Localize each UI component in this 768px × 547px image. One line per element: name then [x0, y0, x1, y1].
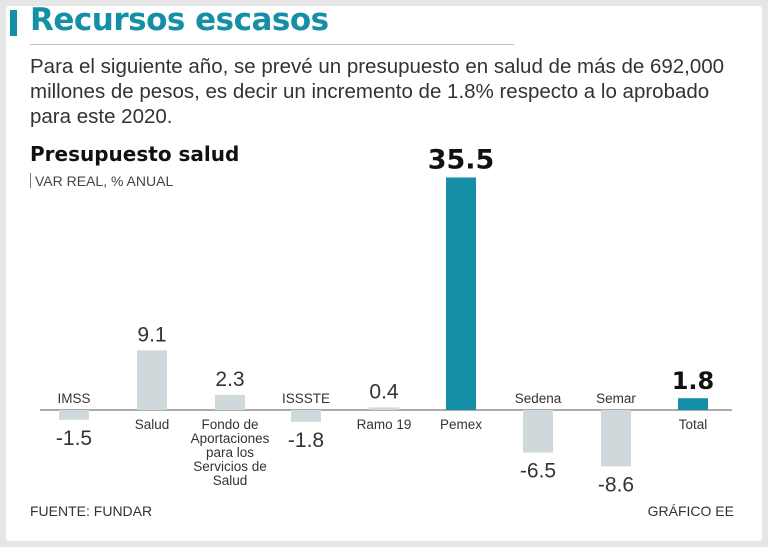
page-title: Recursos escasos — [30, 2, 329, 38]
value-label-semar: -8.6 — [598, 473, 634, 496]
title-divider — [30, 44, 514, 45]
source-note: FUENTE: FUNDAR — [30, 503, 153, 519]
category-label-ramo-19: Ramo 19 — [357, 417, 412, 432]
bar-imss — [59, 410, 89, 420]
bar-issste — [291, 410, 321, 422]
value-label-ramo-19: 0.4 — [369, 380, 399, 403]
category-label-sedena: Sedena — [515, 391, 562, 406]
category-label-fondo-de-aportaciones-para-los-servicios-de-salud: Fondo de Aportaciones para los Servicios de… — [191, 417, 270, 488]
category-label-salud: Salud — [135, 417, 170, 432]
value-label-issste: -1.8 — [288, 429, 324, 452]
intro-text: Para el siguiente año, se prevé un presu… — [30, 55, 725, 128]
graphic-credit: GRÁFICO EE — [647, 503, 734, 519]
bar-sedena — [523, 410, 553, 453]
value-label-imss: -1.5 — [56, 427, 92, 450]
value-label-fondo-de-aportaciones-para-los-servicios-de-salud: 2.3 — [215, 368, 244, 391]
bar-salud — [137, 350, 167, 410]
bar-pemex — [446, 177, 476, 410]
value-label-pemex: 35.5 — [428, 144, 495, 175]
category-label-total: Total — [679, 417, 708, 432]
category-label-semar: Semar — [596, 391, 636, 406]
bar-total — [678, 398, 708, 410]
chart-subtitle: VAR REAL, % ANUAL — [30, 173, 173, 189]
bar-ramo-19 — [369, 407, 399, 410]
value-label-total: 1.8 — [672, 367, 715, 395]
infographic-card — [6, 6, 762, 541]
value-label-salud: 9.1 — [137, 323, 166, 346]
value-label-sedena: -6.5 — [520, 460, 556, 483]
bar-semar — [601, 410, 631, 467]
category-label-issste: ISSSTE — [282, 391, 330, 406]
category-label-pemex: Pemex — [440, 417, 482, 432]
title-accent-bar — [10, 10, 17, 36]
category-label-imss: IMSS — [57, 391, 90, 406]
bar-fondo-de-aportaciones-para-los-servicios-de-salud — [215, 394, 245, 410]
chart-title: Presupuesto salud — [30, 142, 240, 166]
chart-subtitle-text: VAR REAL, % ANUAL — [35, 173, 174, 189]
subtitle-tick — [30, 173, 31, 188]
